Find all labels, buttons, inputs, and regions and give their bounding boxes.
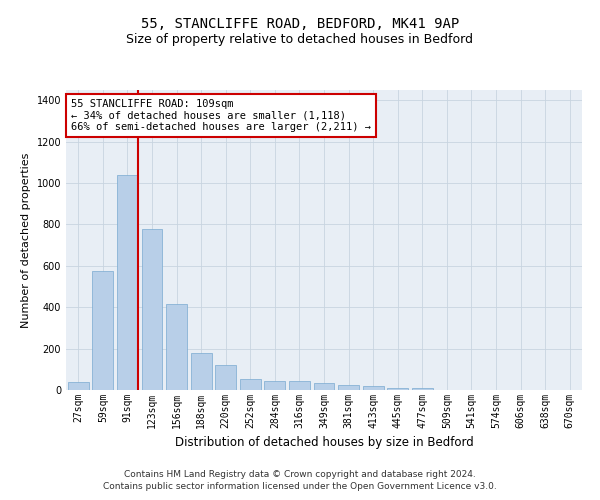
Bar xyxy=(387,388,408,390)
Text: 55, STANCLIFFE ROAD, BEDFORD, MK41 9AP: 55, STANCLIFFE ROAD, BEDFORD, MK41 9AP xyxy=(141,18,459,32)
Bar xyxy=(215,365,236,390)
Bar xyxy=(362,386,383,390)
Bar xyxy=(265,380,286,390)
Bar xyxy=(314,383,334,390)
Bar xyxy=(142,228,163,390)
Bar xyxy=(68,382,89,390)
Bar xyxy=(289,380,310,390)
Text: Contains HM Land Registry data © Crown copyright and database right 2024.: Contains HM Land Registry data © Crown c… xyxy=(124,470,476,479)
Bar xyxy=(92,271,113,390)
Text: Size of property relative to detached houses in Bedford: Size of property relative to detached ho… xyxy=(127,32,473,46)
Bar xyxy=(117,175,138,390)
Bar xyxy=(191,353,212,390)
Bar xyxy=(338,385,359,390)
Bar xyxy=(240,378,261,390)
Text: Contains public sector information licensed under the Open Government Licence v3: Contains public sector information licen… xyxy=(103,482,497,491)
Text: 55 STANCLIFFE ROAD: 109sqm
← 34% of detached houses are smaller (1,118)
66% of s: 55 STANCLIFFE ROAD: 109sqm ← 34% of deta… xyxy=(71,99,371,132)
X-axis label: Distribution of detached houses by size in Bedford: Distribution of detached houses by size … xyxy=(175,436,473,450)
Bar xyxy=(412,388,433,390)
Bar xyxy=(166,304,187,390)
Y-axis label: Number of detached properties: Number of detached properties xyxy=(21,152,31,328)
